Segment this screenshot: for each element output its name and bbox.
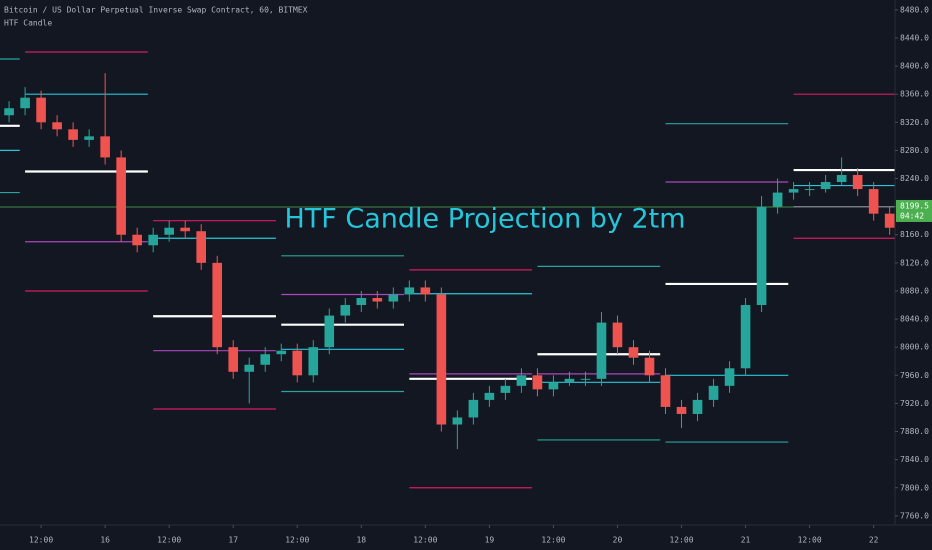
candle-body — [628, 347, 639, 358]
candle-body — [820, 182, 831, 190]
candle-body — [644, 357, 655, 376]
candle-body — [564, 378, 575, 383]
candle-body — [324, 315, 335, 348]
candle-body — [516, 375, 527, 386]
y-tick-label: 8040.0 — [900, 315, 929, 324]
candle-body — [852, 175, 863, 190]
x-tick-label: 12:00 — [669, 536, 693, 545]
candle-body — [804, 189, 815, 191]
y-tick-label: 8440.0 — [900, 33, 929, 42]
y-tick-label: 8080.0 — [900, 286, 929, 295]
candle-body — [772, 192, 783, 207]
y-tick-label: 8480.0 — [900, 5, 929, 14]
y-tick-label: 8400.0 — [900, 62, 929, 71]
candle-body — [20, 97, 30, 109]
annotation: HTF Candle Projection by 2tm — [284, 204, 685, 235]
candle-body — [340, 305, 351, 316]
candle-body — [452, 417, 463, 425]
candle-body — [532, 375, 543, 390]
candle-body — [788, 189, 799, 193]
candle-body — [724, 368, 735, 386]
y-tick-label: 8160.0 — [900, 230, 929, 239]
chart-title: Bitcoin / US Dollar Perpetual Inverse Sw… — [4, 6, 308, 15]
y-tick-label: 7840.0 — [900, 455, 929, 464]
x-tick-label: 12:00 — [413, 536, 437, 545]
candle-body — [292, 350, 303, 376]
candle-body — [36, 97, 46, 123]
candle-body — [180, 227, 190, 232]
candle-body — [404, 287, 415, 295]
y-tick-label: 7880.0 — [900, 427, 929, 436]
candle-body — [660, 375, 671, 407]
x-tick-label: 12:00 — [285, 536, 309, 545]
x-tick-label: 12:00 — [29, 536, 53, 545]
candle-body — [676, 406, 687, 414]
candle-body — [692, 399, 703, 414]
candle-body — [4, 108, 14, 116]
candle-body — [740, 305, 751, 369]
x-tick-label: 19 — [485, 536, 495, 545]
candle-body — [196, 231, 207, 263]
candle-body — [612, 322, 623, 348]
candle-body — [164, 227, 174, 235]
candle-body — [100, 136, 110, 158]
y-tick-label: 8240.0 — [900, 174, 929, 183]
candle-body — [420, 287, 431, 295]
candle-body — [708, 385, 719, 400]
candle-body — [84, 136, 94, 140]
candle-body — [388, 294, 399, 302]
y-tick-label: 7800.0 — [900, 483, 929, 492]
x-tick-label: 22 — [869, 536, 879, 545]
candle-body — [468, 399, 479, 418]
x-tick-label: 12:00 — [541, 536, 565, 545]
x-tick-label: 12:00 — [798, 536, 822, 545]
candle-body — [148, 234, 158, 246]
candle-body — [212, 262, 223, 348]
candle-body — [596, 322, 607, 379]
x-tick-label: 18 — [356, 536, 366, 545]
candle-body — [52, 122, 62, 130]
candle-body — [260, 354, 271, 365]
candle-body — [436, 294, 447, 425]
candle-body — [868, 189, 879, 214]
candle-body — [548, 382, 559, 390]
candle-body — [580, 378, 591, 380]
x-tick-label: 17 — [228, 536, 238, 545]
y-tick-label: 8360.0 — [900, 90, 929, 99]
candle-body — [756, 206, 767, 306]
candle-body — [276, 350, 287, 355]
x-tick-label: 20 — [613, 536, 623, 545]
y-tick-label: 8320.0 — [900, 118, 929, 127]
last-price-label: 8199.5 — [900, 201, 929, 210]
y-tick-label: 7960.0 — [900, 371, 929, 380]
indicator-name: HTF Candle — [4, 19, 52, 28]
candle-body — [884, 213, 895, 228]
x-tick-label: 12:00 — [157, 536, 181, 545]
candle-body — [68, 129, 78, 140]
plot-area — [0, 51, 895, 489]
y-tick-label: 8120.0 — [900, 258, 929, 267]
candle-body — [244, 364, 255, 372]
candle-body — [500, 385, 511, 393]
candle-body — [308, 347, 319, 376]
y-tick-label: 8280.0 — [900, 146, 929, 155]
y-tick-label: 7760.0 — [900, 511, 929, 520]
y-tick-label: 7920.0 — [900, 399, 929, 408]
candle-body — [836, 175, 847, 183]
candle-body — [116, 157, 126, 235]
candle-body — [228, 347, 239, 372]
x-tick-label: 16 — [100, 536, 110, 545]
candle-body — [132, 234, 142, 246]
candle-body — [356, 297, 367, 306]
x-tick-label: 21 — [741, 536, 751, 545]
candle-body — [372, 297, 383, 302]
y-tick-label: 8000.0 — [900, 343, 929, 352]
last-price-tag — [896, 199, 932, 222]
countdown: 04:42 — [900, 211, 924, 220]
candle-body — [484, 392, 495, 400]
